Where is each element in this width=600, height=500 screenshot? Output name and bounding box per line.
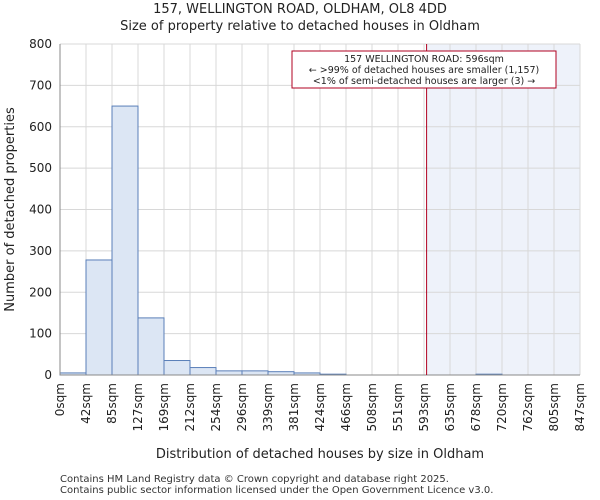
x-tick-label: 847sqm — [573, 383, 587, 431]
histogram-bar — [163, 360, 191, 376]
y-tick-label: 800 — [29, 37, 52, 51]
x-tick-label: 127sqm — [131, 383, 145, 431]
x-tick-label: 254sqm — [209, 383, 223, 431]
histogram-bar — [215, 370, 243, 376]
y-tick-label: 600 — [29, 120, 52, 134]
footer-licence: Contains public sector information licen… — [60, 485, 494, 496]
x-tick-label: 212sqm — [183, 383, 197, 431]
histogram-bar — [241, 370, 269, 376]
annotation-text: <1% of semi-detached houses are larger (… — [313, 76, 535, 87]
x-tick-label: 635sqm — [443, 383, 457, 431]
y-tick-label: 100 — [29, 327, 52, 341]
x-tick-label: 466sqm — [339, 383, 353, 431]
y-tick-label: 500 — [29, 161, 52, 175]
histogram-bar — [85, 259, 113, 376]
y-tick-label: 700 — [29, 78, 52, 92]
annotation-text: ← >99% of detached houses are smaller (1… — [309, 65, 540, 76]
footer-copyright: Contains HM Land Registry data © Crown c… — [60, 474, 449, 485]
x-tick-label: 593sqm — [417, 383, 431, 431]
x-tick-label: 0sqm — [53, 383, 67, 416]
x-tick-label: 169sqm — [157, 383, 171, 431]
x-tick-label: 424sqm — [313, 383, 327, 431]
histogram-bar — [111, 105, 139, 376]
x-tick-label: 805sqm — [547, 383, 561, 431]
histogram-bar — [137, 317, 165, 376]
annotation-box — [291, 50, 557, 89]
chart-title-line-2: Size of property relative to detached ho… — [120, 19, 480, 34]
annotation-text: 157 WELLINGTON ROAD: 596sqm — [344, 54, 504, 65]
histogram-chart: 0 100 200 300 400 500 600 700 800 0sqm 42sqm 85sqm 1… — [3, 37, 587, 462]
y-axis-label: Number of detached properties — [3, 107, 18, 312]
chart-title-line-1: 157, WELLINGTON ROAD, OLDHAM, OL8 4DD — [153, 2, 447, 17]
x-tick-label: 381sqm — [287, 383, 301, 431]
x-tick-label: 339sqm — [261, 383, 275, 431]
histogram-bar — [189, 367, 217, 376]
y-tick-label: 200 — [29, 285, 52, 299]
x-tick-label: 678sqm — [469, 383, 483, 431]
y-tick-label: 0 — [44, 368, 52, 382]
x-tick-label: 720sqm — [495, 383, 509, 431]
x-tick-label: 551sqm — [391, 383, 405, 431]
x-tick-label: 42sqm — [79, 383, 93, 424]
x-tick-label: 762sqm — [521, 383, 535, 431]
x-tick-label: 85sqm — [105, 383, 119, 424]
x-axis-label: Distribution of detached houses by size … — [156, 447, 484, 462]
x-tick-label: 296sqm — [235, 383, 249, 431]
y-tick-label: 400 — [29, 203, 52, 217]
x-tick-label: 508sqm — [365, 383, 379, 431]
y-tick-label: 300 — [29, 244, 52, 258]
